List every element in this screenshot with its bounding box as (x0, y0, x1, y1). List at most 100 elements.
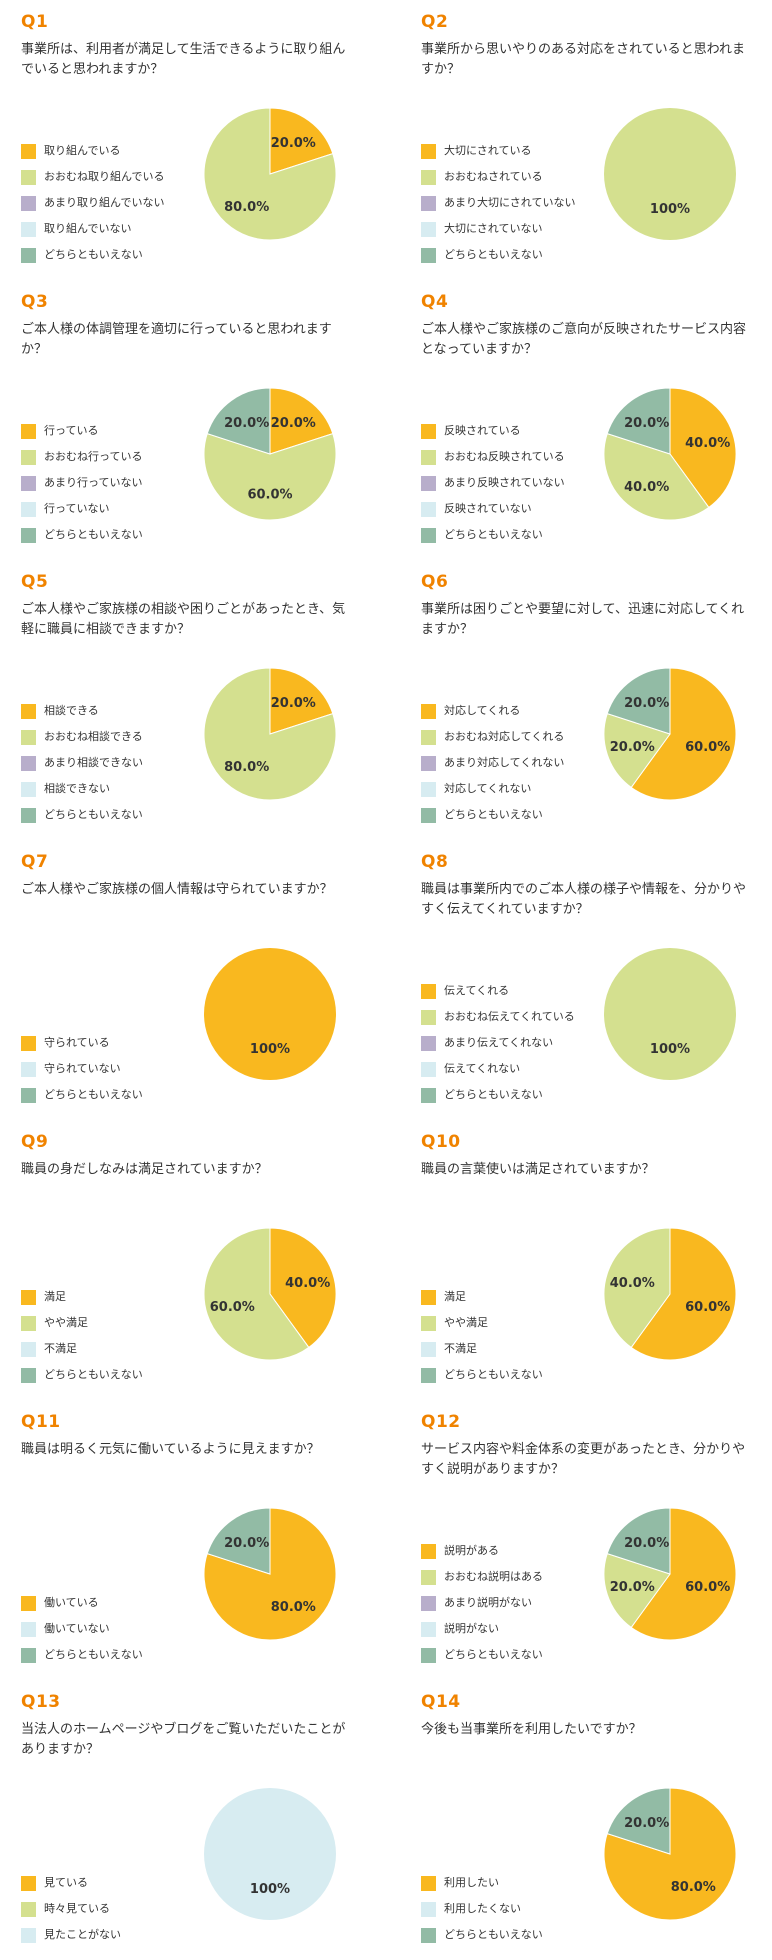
legend-label: おおむね相談できる (44, 730, 143, 743)
legend-item: 説明がある (421, 1538, 591, 1564)
legend-swatch (21, 1648, 36, 1663)
legend-item: おおむね取り組んでいる (21, 164, 191, 190)
legend-swatch (421, 1088, 436, 1103)
legend-label: 説明がない (444, 1622, 499, 1635)
legend-label: 守られていない (44, 1062, 121, 1075)
legend-swatch (21, 1876, 36, 1891)
pie-value-label: 20.0% (224, 416, 269, 431)
legend-swatch (421, 984, 436, 999)
legend-label: おおむね伝えてくれている (444, 1010, 575, 1023)
legend-item: どちらともいえない (421, 1922, 591, 1948)
question-number: Q3 (21, 292, 49, 312)
pie-value-label: 20.0% (224, 1536, 269, 1551)
legend-label: やや満足 (44, 1316, 88, 1329)
legend-label: 不満足 (444, 1342, 477, 1355)
legend-swatch (21, 1928, 36, 1943)
pie-value-label: 40.0% (624, 480, 669, 495)
legend-item: おおむね相談できる (21, 724, 191, 750)
legend-item: 相談できる (21, 698, 191, 724)
legend-label: 反映されている (444, 424, 521, 437)
question-text: 職員の身だしなみは満足されていますか？ (21, 1162, 268, 1177)
legend-swatch (421, 450, 436, 465)
pie-value-label: 20.0% (624, 696, 669, 711)
pie-slice (603, 432, 710, 521)
legend-item: あまり大切にされていない (421, 190, 591, 216)
survey-panel-q2: Q2 事業所から思いやりのある対応をされていると思われますか？ 大切にされている おお… (400, 0, 772, 276)
legend-label: 利用したくない (444, 1902, 521, 1915)
pie-value-label: 60.0% (685, 1580, 730, 1595)
legend-item: おおむね説明はある (421, 1564, 591, 1590)
legend-swatch (421, 1648, 436, 1663)
legend-item: どちらともいえない (421, 242, 591, 268)
legend-swatch (421, 170, 436, 185)
legend-item: 取り組んでいない (21, 216, 191, 242)
pie-slice (203, 667, 337, 801)
legend-label: 対応してくれない (444, 782, 532, 795)
pie-slice (204, 948, 336, 1080)
pie-chart: 100% (204, 948, 336, 1080)
pie-slice (603, 712, 671, 789)
legend-item: どちらともいえない (21, 242, 191, 268)
legend-item: やや満足 (21, 1310, 191, 1336)
legend-label: 守られている (44, 1036, 110, 1049)
legend-swatch (421, 144, 436, 159)
legend-item: 反映されている (421, 418, 591, 444)
pie-slice (204, 1788, 336, 1920)
chart-legend: 満足 やや満足 不満足 どちらともいえない (21, 1284, 191, 1388)
chart-legend: 見ている 時々見ている 見たことがない (21, 1870, 191, 1948)
legend-swatch (21, 248, 36, 263)
legend-swatch (21, 170, 36, 185)
legend-swatch (421, 730, 436, 745)
legend-label: どちらともいえない (444, 1088, 543, 1101)
legend-item: やや満足 (421, 1310, 591, 1336)
pie-slice (630, 667, 737, 801)
legend-item: 伝えてくれない (421, 1056, 591, 1082)
pie-slice (203, 1227, 310, 1361)
question-number: Q14 (421, 1692, 461, 1712)
legend-swatch (421, 1290, 436, 1305)
legend-swatch (21, 1342, 36, 1357)
pie-slice (669, 387, 737, 509)
legend-label: 相談できる (44, 704, 99, 717)
survey-panel-q10: Q10 職員の言葉使いは満足されていますか？ 満足 やや満足 不満足 どちらともいえない 6… (400, 1120, 772, 1396)
legend-label: 反映されていない (444, 502, 532, 515)
legend-item: どちらともいえない (421, 1362, 591, 1388)
legend-label: 大切にされている (444, 144, 532, 157)
legend-swatch (421, 1928, 436, 1943)
legend-swatch (421, 222, 436, 237)
legend-swatch (421, 1544, 436, 1559)
question-number: Q12 (421, 1412, 461, 1432)
legend-label: 相談できない (44, 782, 110, 795)
legend-item: あまり伝えてくれない (421, 1030, 591, 1056)
question-number: Q13 (21, 1692, 61, 1712)
question-text: サービス内容や料金体系の変更があったとき、分かりやすく説明がありますか？ (421, 1442, 746, 1477)
question-text: 事業所から思いやりのある対応をされていると思われますか？ (421, 42, 745, 77)
legend-item: おおむねされている (421, 164, 591, 190)
question-number: Q7 (21, 852, 49, 872)
legend-item: おおむね対応してくれる (421, 724, 591, 750)
legend-label: やや満足 (444, 1316, 488, 1329)
legend-label: 働いていない (44, 1622, 110, 1635)
legend-swatch (421, 782, 436, 797)
pie-value-label: 100% (250, 1042, 290, 1057)
legend-item: 不満足 (21, 1336, 191, 1362)
pie-value-label: 100% (650, 202, 690, 217)
pie-value-label: 60.0% (210, 1300, 255, 1315)
legend-item: 取り組んでいる (21, 138, 191, 164)
chart-legend: 相談できる おおむね相談できる あまり相談できない 相談できない どちらともいえない (21, 698, 191, 828)
legend-swatch (421, 1062, 436, 1077)
legend-label: 満足 (44, 1290, 66, 1303)
pie-chart: 60.0% 20.0% 20.0% (603, 1507, 737, 1641)
pie-chart: 100% (604, 948, 736, 1080)
question-number: Q8 (421, 852, 449, 872)
pie-slice (606, 387, 671, 455)
legend-label: あまり説明がない (444, 1596, 532, 1609)
legend-label: 取り組んでいる (44, 144, 121, 157)
legend-swatch (21, 1902, 36, 1917)
legend-label: 不満足 (44, 1342, 77, 1355)
pie-slice (604, 948, 736, 1080)
legend-item: 利用したくない (421, 1896, 591, 1922)
legend-item: どちらともいえない (21, 1082, 191, 1108)
legend-item: 大切にされていない (421, 216, 591, 242)
legend-item: 満足 (21, 1284, 191, 1310)
